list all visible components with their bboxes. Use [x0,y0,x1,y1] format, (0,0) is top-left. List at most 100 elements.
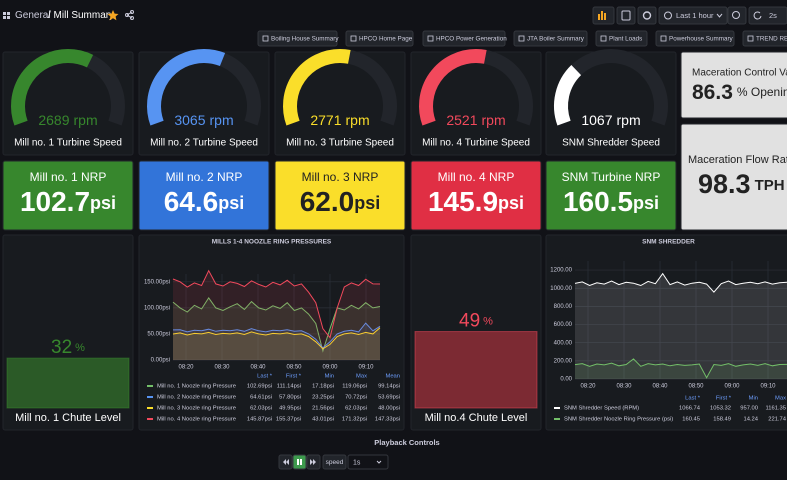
series-area [173,327,380,360]
series-line [574,272,787,293]
link-button[interactable] [513,30,588,47]
stat-number: 102.7 [20,186,90,217]
share-icon[interactable] [125,10,134,20]
legend-value: 145.87psi [247,417,272,423]
stat-panel [2,160,134,231]
y-tick-label: 50.00psi [147,332,170,338]
series-line [172,327,381,350]
series-line [574,358,787,379]
gauge-label: Mill no. 3 Turbine Speed [286,138,394,149]
legend-value: 53.69psi [378,395,400,401]
series-area [173,323,380,360]
add-panel-icon [598,11,606,20]
level-number: 49 [459,311,480,332]
gauge-number: 3065 [174,112,205,128]
refresh-picker[interactable] [748,6,787,25]
refresh-icon [753,11,762,20]
settings-button[interactable] [637,6,657,25]
level-bar [6,357,130,409]
time-picker[interactable] [658,6,728,25]
speed-label-box [322,454,347,470]
legend-name: Mill no. 4 Noozle ring Pressure [157,417,236,423]
gauge-label: Mill no. 4 Turbine Speed [422,138,530,149]
series-area [173,297,380,360]
stat-panel [274,160,406,231]
legend-value: 48.00psi [378,406,400,412]
link-icon [660,35,667,42]
series-line [172,322,381,349]
link-button[interactable] [422,30,506,47]
x-tick-label: 09:00 [724,384,740,390]
content: Boiling House Summary HPCO Home Page HPCO … [2,30,787,470]
series-line [172,269,381,339]
refresh-interval: 2s [769,11,777,20]
gauge-number: 2521 [446,112,477,128]
breadcrumb-page: / Mill Summary [48,10,114,21]
legend-value: 23.25psi [312,395,334,401]
playback-title: Playback Controls [374,438,439,447]
gauge-value: 3065 rpm [174,112,233,128]
link-button[interactable] [655,30,735,47]
legend-value: 17.18psi [312,384,334,390]
legend-name: Mill no. 2 Noozle ring Pressure [157,395,236,401]
y-tick-label: 1000.00 [550,286,572,292]
gauge-arc [554,49,668,126]
breadcrumb-root[interactable]: General [15,10,51,21]
gauge-label: Mill no. 2 Turbine Speed [150,138,258,149]
playback-button[interactable] [292,454,307,470]
legend-value: 99.14psi [378,384,400,390]
add-panel-button[interactable] [592,6,615,25]
link-button[interactable] [595,30,648,47]
legend-name: SNM Shredder Noozle Ring Pressure (psi) [564,417,673,423]
gauge-number: 2771 [310,112,341,128]
zoom-out-button[interactable] [727,6,747,25]
gauge-arc [11,49,125,126]
panel [680,123,787,231]
y-tick-label: 400.00 [554,340,573,346]
y-tick-label: 600.00 [554,322,573,328]
y-tick-label: 100.00psi [144,305,170,311]
chart-title: SNM SHREDDER [642,239,695,246]
save-button[interactable] [616,6,636,25]
legend-column: Min [325,374,334,380]
level-unit: % [75,342,85,354]
stat-unit: psi [633,193,659,213]
stat-title: Mill no. 4 NRP [438,170,515,184]
x-tick-label: 08:20 [580,384,596,390]
level-bar [414,331,538,409]
link-button[interactable] [257,30,338,47]
y-tick-label: 150.00psi [144,279,170,285]
y-tick-label: 200.00 [554,358,573,364]
gauge-unit: rpm [346,112,370,128]
gauge-number: 2689 [38,112,69,128]
legend-name: Mill no. 1 Noozle ring Pressure [157,384,236,390]
level-value: 49% [459,311,493,332]
series-line [172,297,381,353]
link-label: Powerhouse Summary [669,36,734,43]
maceration-number: 98.3 [698,169,751,199]
legend-value: 119.06psi [342,384,367,390]
gauge-label: SNM Shredder Speed [562,138,660,149]
x-tick-label: 09:00 [322,365,338,371]
stat-title: Mill no. 3 NRP [302,170,379,184]
y-tick-label: 1200.00 [550,268,572,274]
link-button[interactable] [345,30,414,47]
stat-panel [545,160,677,231]
stat-value: 64.6psi [164,186,245,217]
stat-title: Mill no. 2 NRP [166,170,243,184]
link-label: JTA Boiler Summary [527,36,585,43]
stat-value: 62.0psi [300,186,381,217]
series-area [575,273,787,379]
legend-column: Last * [257,374,273,380]
link-button[interactable] [742,30,787,47]
apps-icon[interactable] [3,12,10,19]
stat-title: SNM Turbine NRP [562,170,661,184]
legend-column: Mean [385,374,400,380]
speed-select[interactable] [347,454,389,470]
chevron-icon [716,13,723,18]
star-icon[interactable] [107,10,119,21]
legend-column: Min [749,396,758,402]
settings-icon [642,11,652,20]
time-range: Last 1 hour [676,11,714,20]
